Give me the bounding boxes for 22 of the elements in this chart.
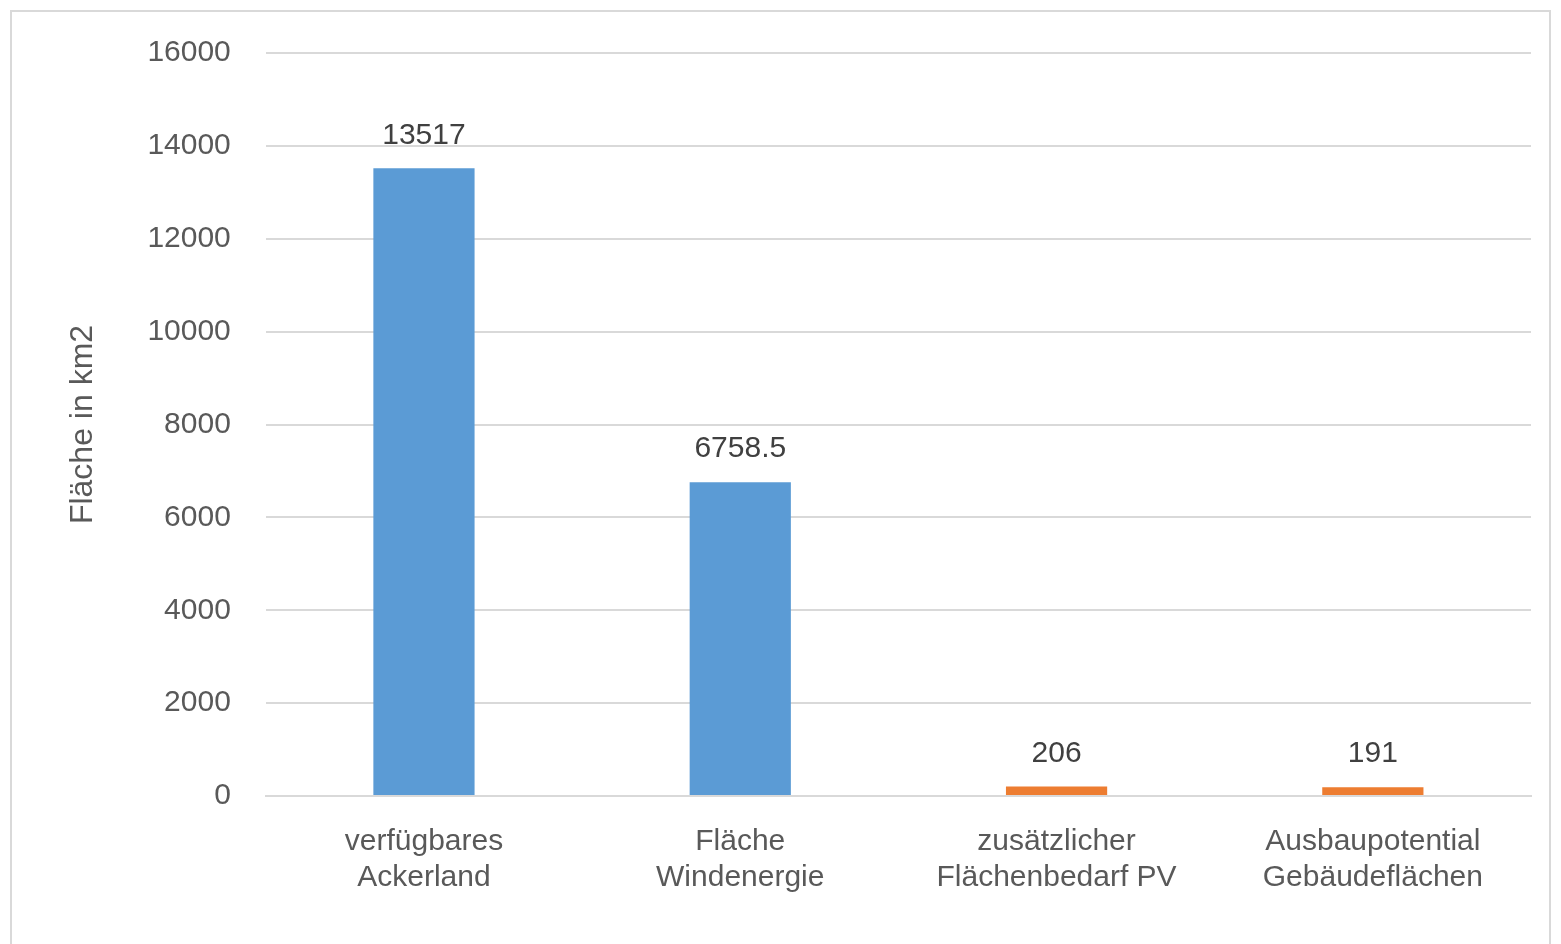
bar	[373, 168, 475, 795]
bar	[1322, 787, 1424, 795]
y-tick-label: 2000	[164, 684, 231, 718]
data-label: 6758.5	[694, 430, 787, 464]
y-tick-label: 10000	[147, 312, 231, 346]
y-tick-label: 14000	[147, 127, 231, 161]
x-tick-label: verfügbares Ackerland	[344, 823, 504, 893]
y-tick-label: 12000	[147, 220, 231, 254]
y-tick-label: 0	[214, 777, 231, 811]
y-tick-label: 8000	[164, 405, 231, 439]
y-tick-label: 6000	[164, 498, 231, 532]
data-label: 206	[1031, 734, 1082, 768]
data-label: 191	[1347, 735, 1398, 769]
bar	[1005, 786, 1108, 795]
x-tick-label: Ausbaupotential Gebäudeflächen	[1262, 823, 1483, 893]
y-tick-label: 16000	[147, 34, 231, 68]
y-axis-title: Fläche in km2	[63, 324, 100, 525]
x-tick-label: Fläche Windenergie	[656, 823, 825, 893]
bar	[689, 482, 791, 795]
x-tick-label: zusätzlicher Flächenbedarf PV	[936, 823, 1177, 893]
y-tick-label: 4000	[164, 591, 231, 625]
data-label: 13517	[382, 116, 466, 150]
